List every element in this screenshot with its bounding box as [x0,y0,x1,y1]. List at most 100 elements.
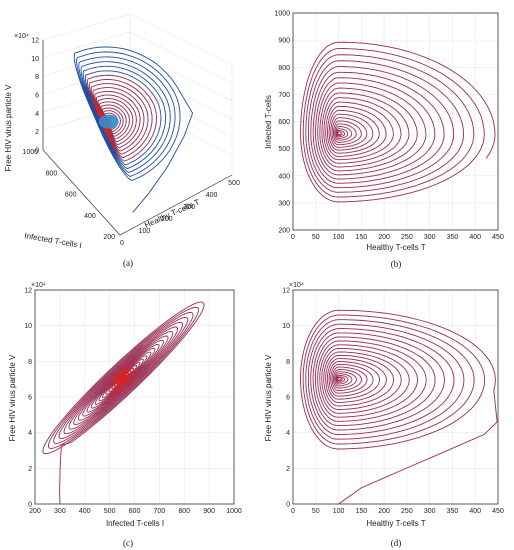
panel-b-caption: (b) [391,259,402,269]
x-tick-label: 150 [355,508,367,515]
z-tick-label: 6 [35,93,39,100]
x-tick-label: 50 [312,508,320,515]
x-tick-label: 450 [492,234,504,241]
x-tick-label: 200 [378,508,390,515]
trajectory-red [42,301,205,505]
y-tick-label: 8 [28,359,32,366]
panel-d-curves [300,309,498,505]
z-tick-label: 10 [31,56,39,63]
x-tick-label: 500 [228,180,240,187]
x-tick-label: 100 [139,228,151,235]
panel-d-caption: (d) [391,538,402,548]
y-tick-label: 700 [278,92,290,99]
y-tick-label: 300 [278,200,290,207]
x-tick-label: 350 [447,508,459,515]
x-tick-label: 300 [183,204,195,211]
x-tick-label: 400 [206,192,218,199]
y-tick-label: 500 [278,146,290,153]
x-tick-label: 0 [291,508,295,515]
panel-b-ylabel: Infected T-cells [264,95,273,149]
panel-a: ×10⁴ 0 2 4 6 8 10 12 200 400 600 800 1000 0 100 200 3… [4,13,240,268]
x-tick-label: 500 [104,508,116,515]
panel-d-frame [292,289,499,505]
x-tick-label: 0 [120,240,124,247]
panel-b-xlabel: Healthy T-cells T [366,243,425,252]
x-tick-label: 300 [424,508,436,515]
panel-a-ylabel: Infected T-cells I [24,231,83,250]
z-tick-label: 0 [35,148,39,155]
panel-c-curves [42,301,205,505]
y-tick-label: 2 [286,466,290,473]
x-tick-label: 200 [161,216,173,223]
x-tick-label: 400 [469,234,481,241]
z-tick-label: 12 [31,38,39,45]
panel-d-y-exponent: ×10⁴ [289,282,304,289]
y-tick-label: 10 [24,323,32,330]
panel-b-frame [292,12,499,231]
y-tick-label: 12 [24,288,32,295]
panel-d-grid [292,289,499,505]
x-tick-label: 700 [154,508,166,515]
y-tick-label: 4 [286,430,290,437]
y-tick-label: 0 [28,502,32,509]
panel-b: 0 50 100 150 200 250 300 350 400 450 200 300 400 500 6… [264,11,504,270]
x-tick-label: 100 [333,234,345,241]
panel-a-caption: (a) [123,258,133,268]
x-tick-label: 400 [469,508,481,515]
panel-c-xlabel: Infected T-cells I [106,519,164,528]
panel-d-xlabel: Healthy T-cells T [366,519,425,528]
panel-d-ylabel: Free HIV virus particle V [264,354,273,441]
x-tick-label: 200 [29,508,41,515]
y-tick-label: 10 [282,323,290,330]
x-tick-label: 900 [203,508,215,515]
trajectory-red [300,310,498,505]
x-tick-label: 250 [401,234,413,241]
y-tick-label: 900 [278,38,290,45]
trajectory-blue [73,46,194,213]
y-tick-label: 200 [103,234,115,241]
y-tick-label: 4 [28,430,32,437]
panel-a-curves [73,46,194,213]
panel-a-z-exponent: ×10⁴ [14,33,29,40]
x-tick-label: 50 [312,234,320,241]
y-tick-label: 6 [28,395,32,402]
x-tick-label: 300 [424,234,436,241]
panel-c-frame [34,289,235,505]
panel-a-zlabel: Free HIV virus particle V [4,84,13,171]
y-tick-label: 600 [278,119,290,126]
panel-c-ylabel: Free HIV virus particle V [8,354,17,441]
y-tick-label: 400 [84,213,96,220]
panel-c-grid [34,289,235,505]
x-tick-label: 450 [492,508,504,515]
panel-c: 200 300 400 500 600 700 800 900 1000 0 2 4 6 8 10 12 ×1… [8,282,242,548]
x-tick-label: 150 [355,234,367,241]
trajectory-blue [300,41,496,203]
panel-c-y-exponent: ×10⁴ [31,282,46,289]
x-tick-label: 300 [54,508,66,515]
x-tick-label: 1000 [226,508,242,515]
x-tick-label: 100 [333,508,345,515]
trajectory-blue [42,301,205,505]
panel-b-grid [292,12,499,231]
y-tick-label: 8 [286,359,290,366]
panel-a-xlabel: Healthy T-cells T [143,197,201,229]
x-tick-label: 400 [79,508,91,515]
equilibrium-cluster [98,114,119,129]
panel-b-curves [300,41,496,203]
y-tick-label: 600 [65,192,77,199]
y-tick-label: 2 [28,466,32,473]
y-tick-label: 800 [278,65,290,72]
x-tick-label: 350 [447,234,459,241]
x-tick-label: 250 [401,508,413,515]
y-tick-label: 12 [282,288,290,295]
panel-d: 0 50 100 150 200 250 300 350 400 450 0 2 4 6 8 10 12 ×10… [264,282,504,548]
y-tick-label: 1000 [22,149,38,156]
y-tick-label: 0 [286,502,290,509]
z-tick-label: 2 [35,129,39,136]
y-tick-label: 1000 [274,11,290,18]
y-tick-label: 800 [46,170,58,177]
panel-c-caption: (c) [123,538,133,548]
y-tick-label: 6 [286,395,290,402]
x-tick-label: 600 [129,508,141,515]
